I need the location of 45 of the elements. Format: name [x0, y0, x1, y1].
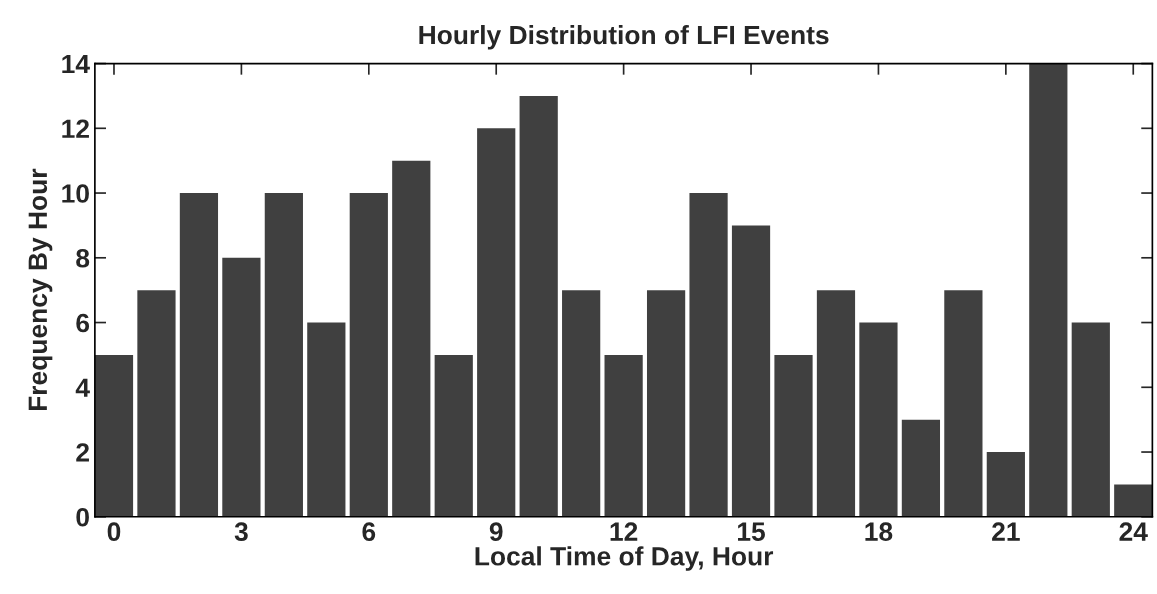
y-tick-label: 4: [75, 378, 90, 397]
x-tick-label: 24: [1119, 522, 1148, 541]
bar: [179, 193, 219, 517]
bar: [944, 290, 983, 517]
bar: [1114, 484, 1153, 517]
y-tick-label: 10: [62, 184, 89, 203]
y-axis-title: Frequency By Hour: [28, 168, 53, 411]
y-tick-label: 6: [76, 313, 90, 333]
bar: [731, 225, 771, 517]
bar: [1029, 63, 1068, 517]
bar: [349, 193, 388, 517]
chart-title: Hourly Distribution of LFI Events: [419, 24, 829, 50]
y-tick-label: 0: [76, 507, 89, 527]
bar: [986, 452, 1025, 517]
x-tick-label: 6: [362, 522, 376, 542]
bar: [222, 257, 261, 517]
bar: [604, 354, 643, 517]
x-axis-title: Local Time of Day, Hour: [475, 546, 774, 571]
x-tick-label: 18: [865, 522, 893, 542]
bar: [477, 128, 516, 517]
bar: [307, 322, 346, 517]
bar: [264, 193, 303, 517]
x-tick-label: 9: [489, 522, 503, 542]
bar: [392, 160, 431, 517]
bar: [519, 95, 558, 517]
x-tick-label: 12: [610, 522, 638, 541]
bar: [689, 193, 728, 517]
x-tick-label: 3: [234, 522, 248, 542]
bar: [901, 419, 941, 517]
bar: [1071, 322, 1110, 517]
y-tick-label: 14: [62, 54, 90, 74]
y-tick-label: 8: [76, 248, 90, 268]
x-tick-label: 15: [738, 522, 765, 542]
y-tick-label: 12: [62, 119, 89, 138]
x-tick-label: 0: [107, 522, 121, 542]
bar: [137, 290, 176, 517]
bar: [859, 322, 898, 517]
bar: [774, 354, 813, 517]
bar: [816, 290, 856, 517]
y-tick-label: 2: [76, 443, 89, 462]
bar: [94, 354, 134, 517]
x-tick-label: 21: [992, 522, 1020, 541]
bar: [434, 354, 473, 517]
bar: [562, 290, 601, 517]
bar: [646, 290, 686, 517]
